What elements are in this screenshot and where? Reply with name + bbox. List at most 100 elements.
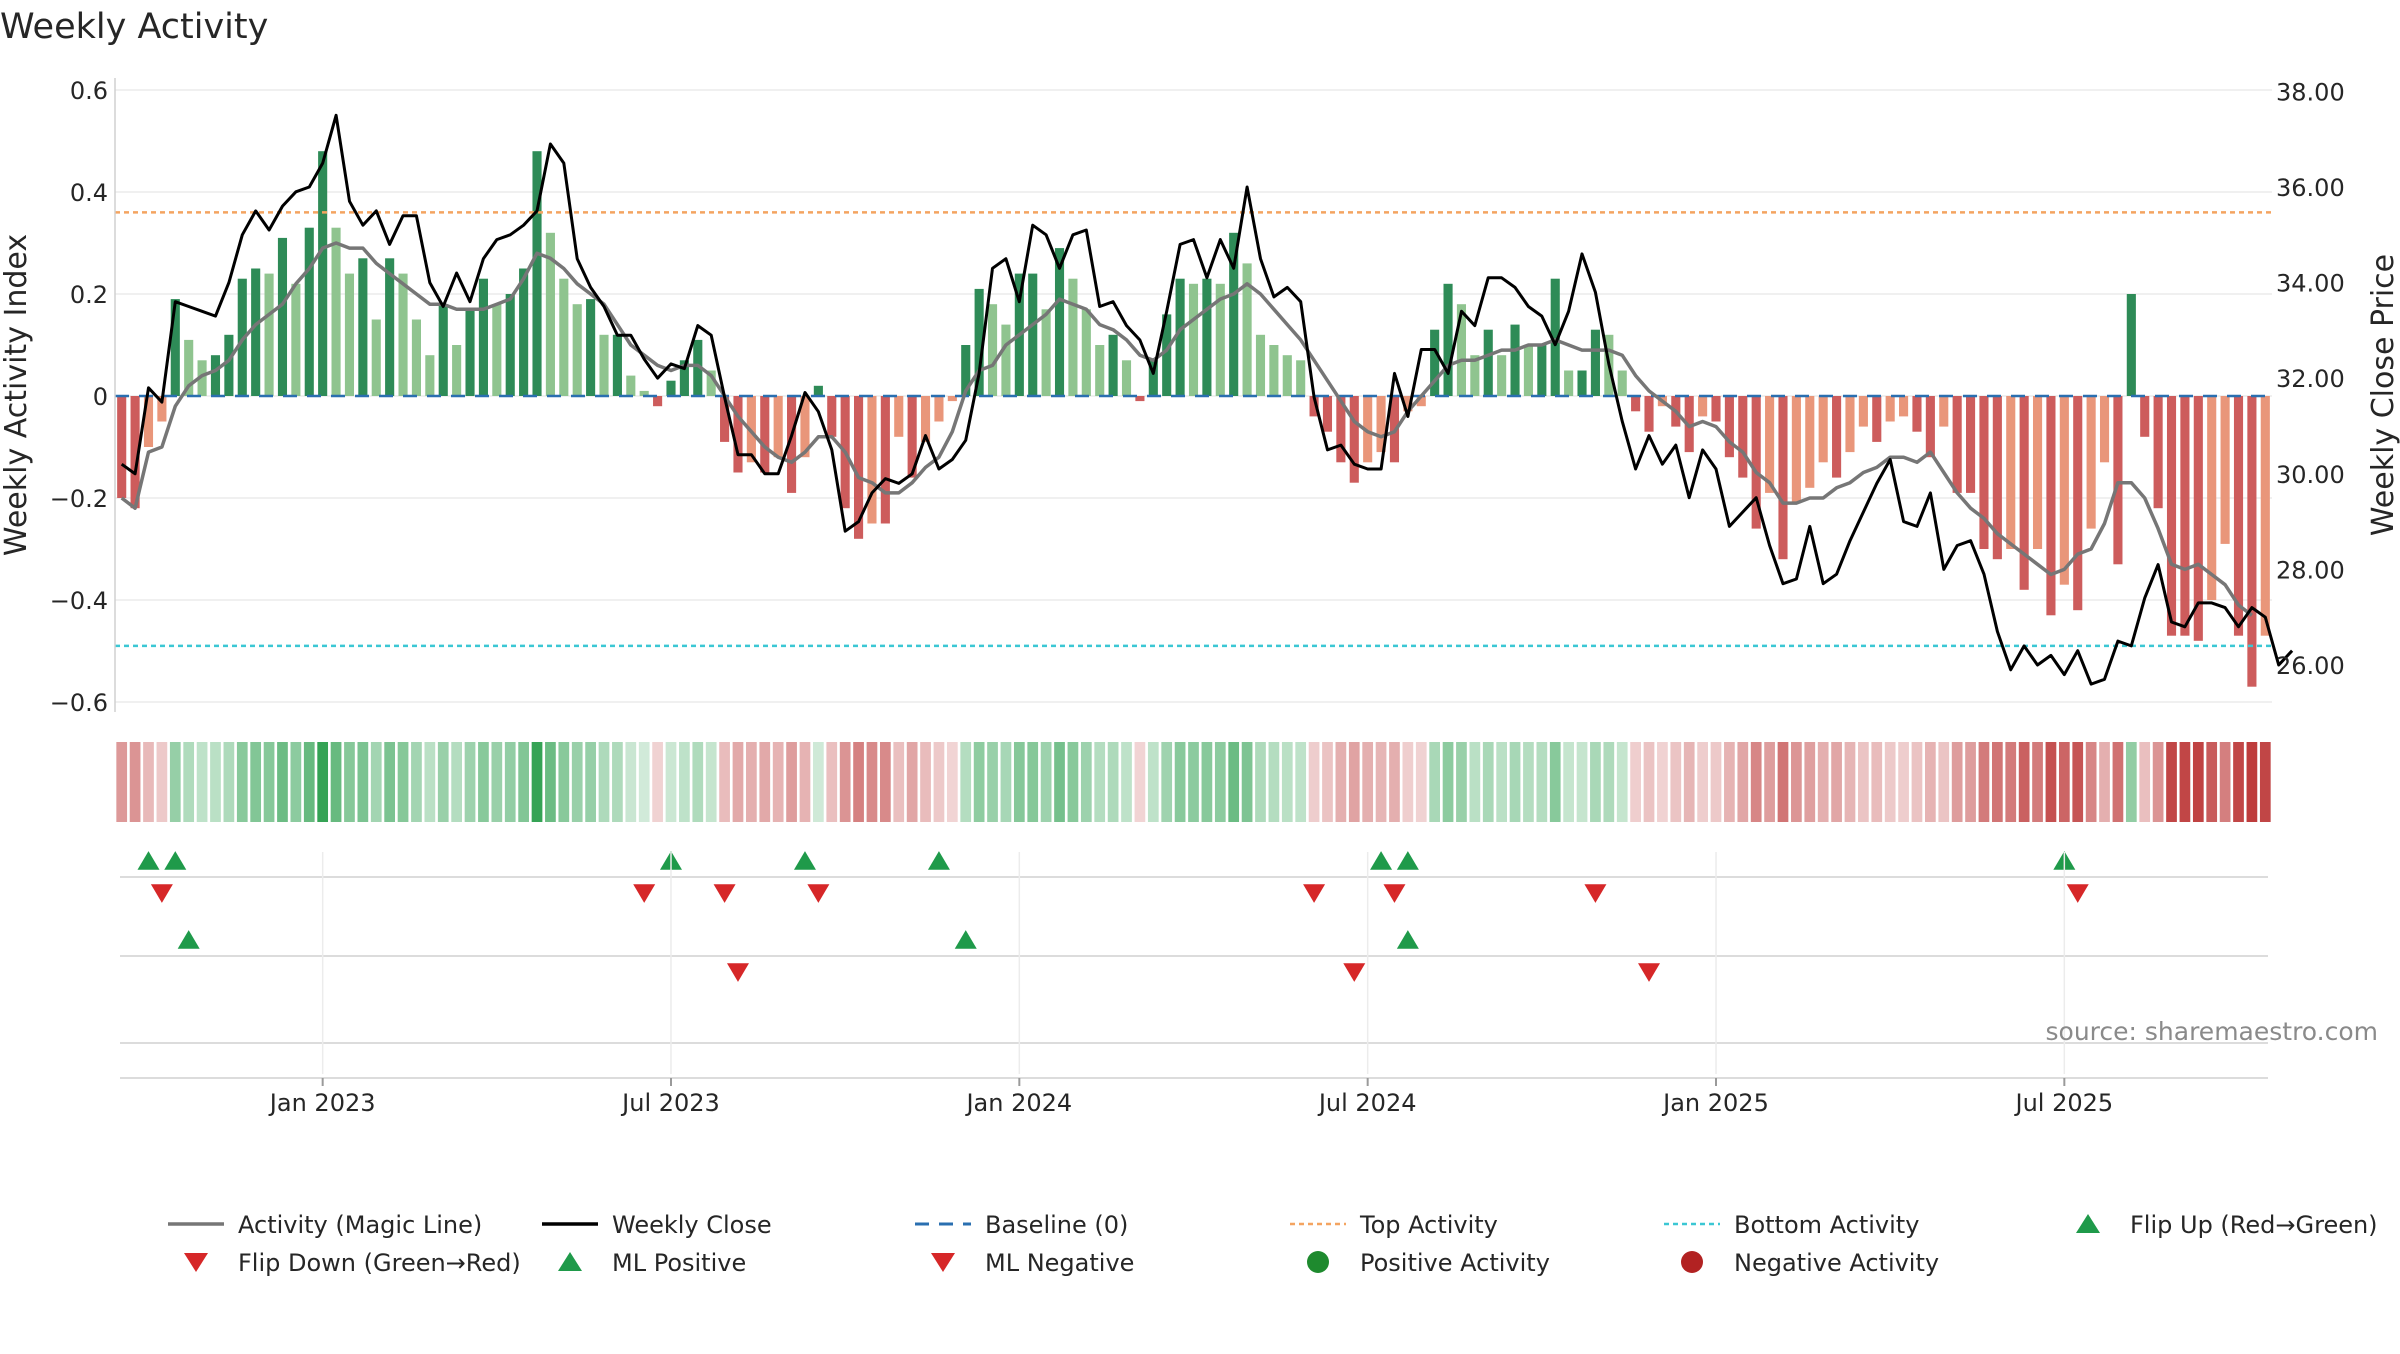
strip-cell: [344, 742, 355, 822]
strip-cell: [826, 742, 838, 822]
activity-bar: [1470, 355, 1480, 396]
activity-bar: [371, 319, 381, 396]
activity-bar: [2220, 396, 2230, 544]
legend-item: ML Positive: [558, 1249, 746, 1277]
activity-bar: [1162, 314, 1172, 396]
strip-cell: [196, 742, 208, 822]
strip-cell: [1724, 742, 1735, 822]
activity-bar: [143, 396, 154, 447]
strip-cell: [1456, 742, 1467, 822]
x-tick-label: Jan 2023: [268, 1089, 376, 1117]
strip-cell: [1858, 742, 1869, 822]
strip-cell: [799, 742, 811, 822]
activity-bar: [1001, 324, 1011, 396]
activity-bar: [184, 339, 194, 396]
activity-bar: [934, 396, 944, 422]
activity-bar: [1590, 329, 1600, 396]
activity-bar: [599, 334, 609, 396]
activity-bar: [1229, 232, 1239, 396]
strip-cell: [1831, 742, 1842, 822]
activity-bar: [1175, 278, 1185, 396]
activity-bar: [1778, 396, 1788, 560]
activity-bar: [653, 396, 663, 407]
y2-tick-label: 36.00: [2276, 174, 2345, 202]
activity-bar: [787, 396, 797, 493]
legend-swatch: [1307, 1251, 1329, 1273]
strip-cell: [1054, 742, 1065, 822]
strip-cell: [116, 742, 128, 822]
legend-item: Flip Down (Green→Red): [184, 1249, 521, 1277]
strip-cell: [1683, 742, 1695, 822]
y2-axis-label: Weekly Close Price: [2366, 254, 2400, 536]
strip-cell: [1000, 742, 1012, 822]
ml-positive-marker: [954, 930, 977, 949]
ml-negative-marker: [726, 963, 749, 982]
activity-bar: [1483, 329, 1493, 396]
strip-cell: [2072, 742, 2084, 822]
activity-bar: [1363, 396, 1373, 463]
signal-markers: [120, 851, 2268, 1079]
y-tick-label: −0.4: [50, 587, 108, 615]
activity-bar: [1617, 370, 1627, 396]
activity-bar: [1497, 355, 1507, 396]
strip-cell: [839, 742, 851, 822]
activity-bar: [1242, 263, 1252, 396]
ml-positive-marker: [177, 930, 200, 949]
flip-down-marker: [713, 884, 736, 903]
legend-item: Top Activity: [1290, 1211, 1498, 1239]
strip-cell: [2152, 742, 2164, 822]
strip-cell: [451, 742, 462, 822]
ml-negative-marker: [1343, 963, 1366, 982]
strip-cell: [1027, 742, 1039, 822]
strip-cell: [1496, 742, 1508, 822]
legend-label: ML Positive: [612, 1249, 746, 1277]
activity-bar: [224, 334, 234, 396]
strip-cell: [1121, 742, 1132, 822]
strip-cell: [2139, 742, 2151, 822]
strip-cell: [384, 742, 396, 822]
strip-cell: [478, 742, 489, 822]
activity-bar: [1564, 370, 1574, 396]
activity-bar: [2032, 396, 2043, 549]
strip-cell: [1375, 742, 1387, 822]
activity-bar: [1510, 324, 1520, 396]
activity-bar: [2059, 396, 2069, 585]
activity-bar: [505, 294, 515, 396]
activity-bar: [572, 304, 582, 396]
reference-lines: [115, 211, 2272, 648]
strip-cell: [759, 742, 771, 822]
activity-bar: [1791, 396, 1801, 504]
y2-tick-label: 30.00: [2276, 461, 2345, 489]
activity-bar: [1041, 309, 1051, 396]
activity-bar: [478, 278, 488, 396]
strip-cell: [1871, 742, 1883, 822]
x-tick-label: Jan 2024: [964, 1089, 1072, 1117]
strip-cell: [1991, 742, 2003, 822]
activity-bar: [1939, 396, 1949, 427]
strip-cell: [317, 742, 329, 822]
activity-bar: [1698, 396, 1708, 417]
strip-cell: [1898, 742, 1909, 822]
strip-cell: [585, 742, 596, 822]
strip-cell: [491, 742, 503, 822]
activity-bar: [1108, 334, 1118, 396]
magic-line: [120, 241, 2253, 617]
legend-item: Bottom Activity: [1664, 1211, 1919, 1239]
strip-cell: [236, 742, 248, 822]
strip-cell: [772, 742, 784, 822]
activity-bar: [1095, 345, 1105, 396]
y2-tick-label: 34.00: [2276, 270, 2345, 298]
strip-cell: [1630, 742, 1641, 822]
strip-cell: [1402, 742, 1414, 822]
activity-bar: [130, 396, 140, 509]
flip-up-marker: [137, 851, 160, 870]
strip-cell: [1643, 742, 1655, 822]
activity-bar: [1818, 396, 1828, 463]
activity-bar: [2086, 396, 2096, 529]
activity-bar: [2113, 396, 2123, 565]
strip-cell: [1348, 742, 1360, 822]
flip-down-marker: [1383, 884, 1406, 903]
strip-cell: [1951, 742, 1963, 822]
flip-up-marker: [1370, 851, 1393, 870]
